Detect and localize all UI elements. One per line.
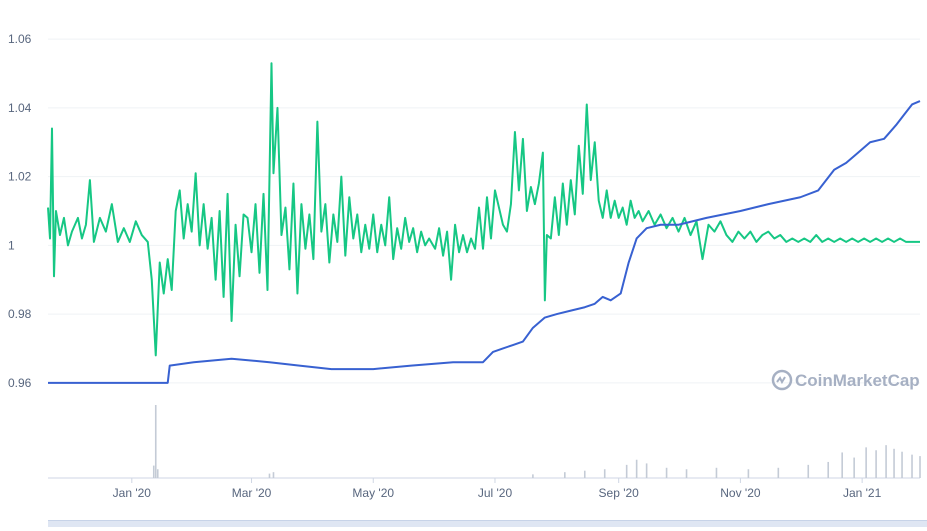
y-axis: 0.96 0.98 1 1.02 1.04 1.06 (8, 32, 32, 390)
y-tick-label: 0.98 (8, 307, 32, 321)
volume-bar (268, 473, 271, 478)
x-tick-label: Jul '20 (478, 486, 513, 500)
x-tick-label: Nov '20 (720, 486, 761, 500)
x-tick-label: May '20 (352, 486, 394, 500)
volume-bar (715, 467, 718, 478)
x-axis: Jan '20 Mar '20 May '20 Jul '20 Sep '20 Nov '… (113, 478, 882, 500)
volume-bar (583, 470, 586, 478)
x-tick-label: Jan '20 (113, 486, 152, 500)
watermark-text: CoinMarketCap (795, 371, 920, 390)
series-layer (47, 62, 921, 384)
volume-bar (645, 463, 648, 478)
volume-bar (156, 469, 159, 478)
volume-bars (152, 405, 921, 478)
volume-bar (152, 465, 155, 478)
volume-bar (154, 405, 157, 478)
coinmarketcap-logo-icon (771, 369, 793, 391)
volume-bar (827, 461, 830, 478)
volume-bar (625, 464, 628, 478)
volume-bar (893, 448, 895, 478)
volume-bar (901, 451, 903, 478)
watermark: CoinMarketCap (771, 369, 920, 391)
volume-bar (665, 467, 668, 478)
volume-bar (272, 472, 275, 478)
volume-bar (635, 459, 638, 478)
range-navigator-bar[interactable] (48, 520, 927, 527)
volume-bar (911, 454, 913, 478)
volume-bar (841, 452, 843, 478)
y-tick-label: 0.96 (8, 376, 32, 390)
volume-bar (532, 474, 534, 478)
y-tick-label: 1 (8, 238, 15, 252)
x-tick-label: Sep '20 (599, 486, 640, 500)
x-tick-label: Jan '21 (843, 486, 882, 500)
volume-bar (685, 469, 688, 478)
volume-bar (564, 472, 566, 478)
volume-bar (865, 447, 867, 478)
y-tick-label: 1.04 (8, 101, 32, 115)
volume-bar (603, 469, 606, 478)
y-tick-label: 1.06 (8, 32, 32, 46)
volume-bar (919, 456, 921, 478)
volume-bar (853, 457, 855, 478)
volume-bar (807, 464, 810, 478)
volume-bar (777, 467, 780, 478)
volume-bar (885, 445, 887, 478)
x-tick-label: Mar '20 (232, 486, 272, 500)
volume-bar (875, 450, 877, 478)
price-series-line (47, 62, 920, 357)
volume-bar (747, 469, 750, 478)
market-cap-series-line (48, 100, 921, 384)
grid-layer (48, 38, 920, 479)
y-tick-label: 1.02 (8, 170, 32, 184)
